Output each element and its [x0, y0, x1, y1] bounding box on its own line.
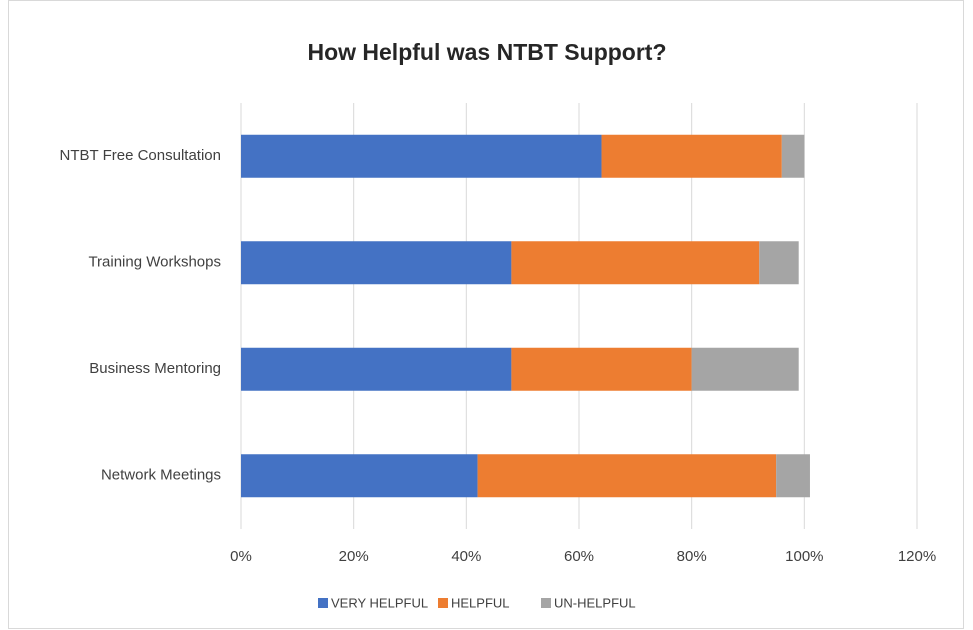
legend-swatch: [541, 598, 551, 608]
x-tick-label: 0%: [230, 548, 252, 565]
x-tick-label: 80%: [677, 548, 707, 565]
bar-segment: [776, 454, 810, 498]
legend-swatch: [438, 598, 448, 608]
bar-segment: [759, 241, 799, 285]
bar-segment: [781, 134, 805, 178]
bar-segment: [691, 347, 799, 391]
bar-segment: [477, 454, 777, 498]
legend-label: VERY HELPFUL: [331, 595, 428, 610]
legend-label: UN-HELPFUL: [554, 595, 636, 610]
y-tick-label: Business Mentoring: [89, 360, 221, 377]
y-tick-label: Network Meetings: [101, 467, 221, 484]
legend-label: HELPFUL: [451, 595, 510, 610]
legend-swatch: [318, 598, 328, 608]
bar-segment: [241, 134, 602, 178]
bar-segment: [241, 347, 512, 391]
y-tick-label: Training Workshops: [88, 254, 221, 271]
chart-frame: [8, 0, 964, 629]
x-tick-label: 100%: [785, 548, 823, 565]
chart-title: How Helpful was NTBT Support?: [307, 39, 666, 65]
bar-segment: [511, 241, 760, 285]
x-tick-label: 20%: [339, 548, 369, 565]
x-tick-label: 40%: [451, 548, 481, 565]
bar-segment: [241, 454, 478, 498]
y-tick-label: NTBT Free Consultation: [60, 147, 221, 164]
bar-segment: [241, 241, 512, 285]
bar-segment: [601, 134, 782, 178]
x-tick-label: 60%: [564, 548, 594, 565]
x-tick-label: 120%: [898, 548, 936, 565]
bar-segment: [511, 347, 692, 391]
